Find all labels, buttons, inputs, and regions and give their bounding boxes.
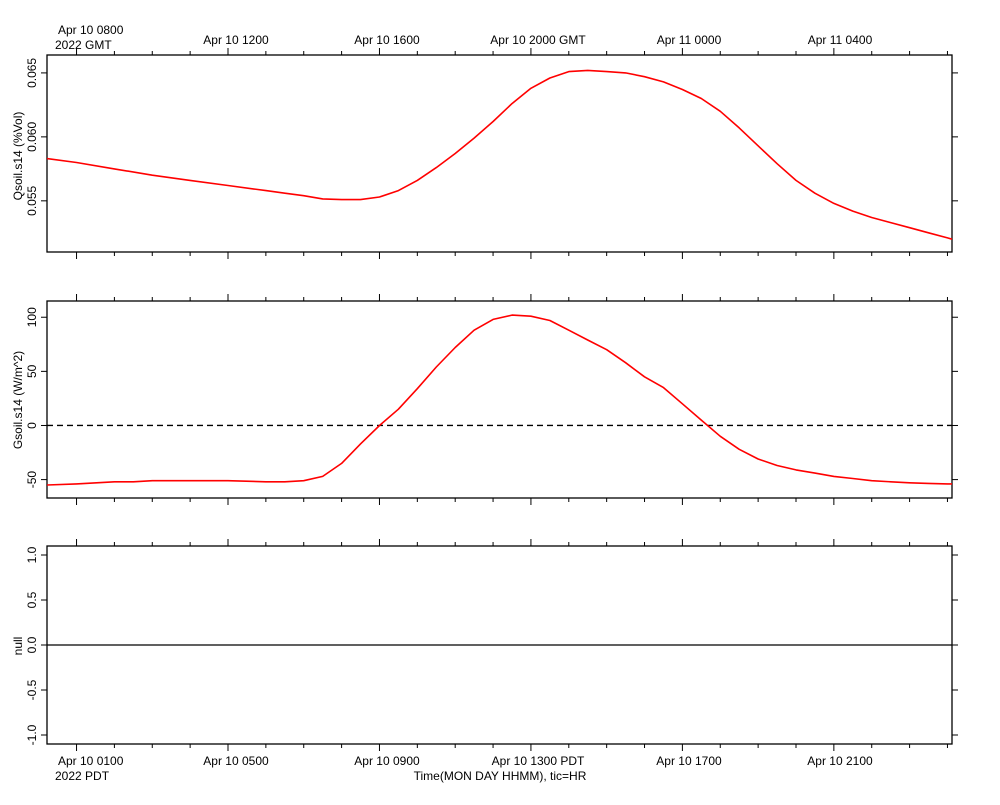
y-tick-label: 1.0: [25, 546, 39, 563]
y-tick-label: 0.060: [25, 122, 39, 152]
x-axis-title: Time(MON DAY HHMM), tic=HR: [414, 769, 587, 783]
top-axis-label: Apr 10 2000 GMT: [490, 33, 586, 47]
plot-frame: [46, 300, 953, 499]
plot-frame: [46, 54, 953, 253]
y-tick-label: 0.065: [25, 58, 39, 88]
y-tick-label: -50: [25, 471, 39, 489]
panel3-y-axis-title: null: [11, 637, 25, 656]
top-axis-label: Apr 10 1600: [354, 33, 420, 47]
panel1-y-axis-title: Qsoil.s14 (%Vol): [11, 112, 25, 201]
top-axis-label: Apr 11 0400: [808, 33, 873, 47]
top-axis-label: Apr 10 1200: [203, 33, 269, 47]
bottom-axis-first-sublabel: 2022 PDT: [55, 769, 110, 783]
y-tick-label: 50: [25, 364, 39, 378]
y-tick-label: -0.5: [25, 679, 39, 700]
y-tick-label: -1.0: [25, 724, 39, 745]
panel2-y-axis-title: Gsoil.s14 (W/m^2): [11, 351, 25, 449]
series-line: [46, 69, 953, 240]
bottom-axis-label: Apr 10 0900: [354, 754, 420, 768]
top-axis-label: Apr 11 0000: [657, 33, 722, 47]
top-axis-first-label: Apr 10 0800: [58, 23, 124, 37]
qsoil-panel: 0.055 0.060 0.065: [25, 48, 958, 259]
y-tick-label: 0.0: [25, 636, 39, 653]
y-tick-label: 0.5: [25, 591, 39, 608]
bottom-axis-label: Apr 10 0500: [203, 754, 269, 768]
gsoil-panel: -50 0 50 100: [25, 294, 958, 505]
bottom-time-axis: Apr 10 0100 2022 PDT Apr 10 0500 Apr 10 …: [55, 754, 873, 783]
series-line: [46, 314, 952, 486]
bottom-axis-label: Apr 10 1700: [656, 754, 722, 768]
y-tick-label: 0.055: [25, 185, 39, 215]
bottom-axis-first-label: Apr 10 0100: [58, 754, 124, 768]
top-time-axis: Apr 10 0800 2022 GMT Apr 10 1200 Apr 10 …: [55, 23, 873, 52]
null-panel: -1.0 -0.5 0.0 0.5 1.0: [25, 539, 958, 751]
top-axis-first-sublabel: 2022 GMT: [55, 38, 112, 52]
y-tick-label: 100: [25, 307, 39, 327]
bottom-axis-label: Apr 10 2100: [807, 754, 873, 768]
bottom-axis-label: Apr 10 1300 PDT: [492, 754, 585, 768]
y-tick-label: 0: [25, 422, 39, 429]
